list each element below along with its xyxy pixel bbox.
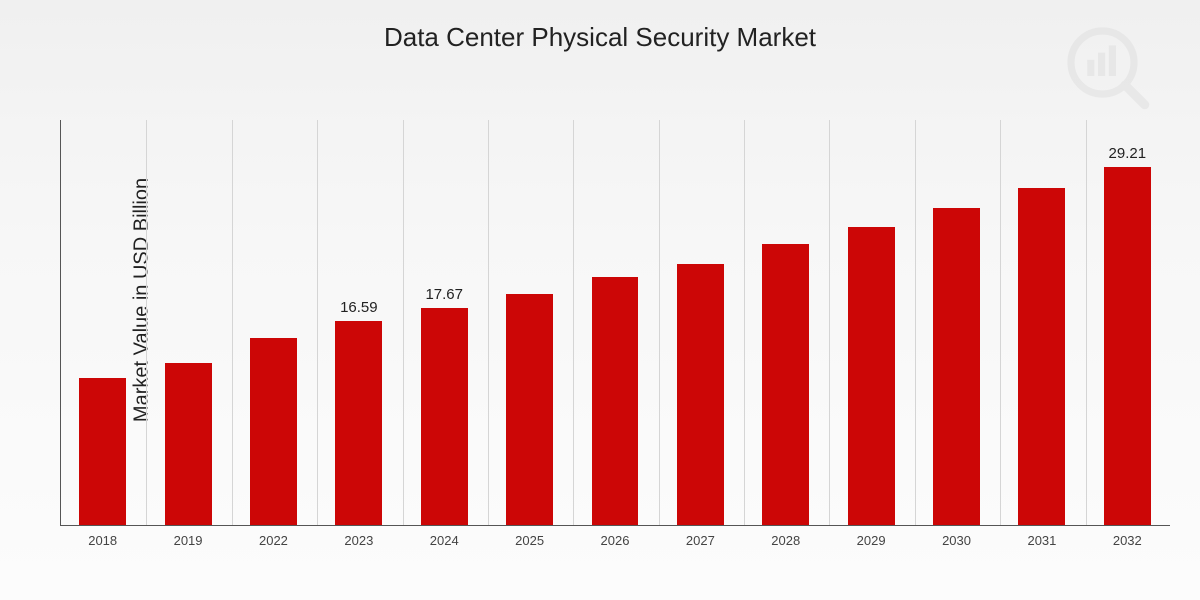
x-tick-label: 2032: [1113, 533, 1142, 548]
bar: [677, 264, 724, 525]
bar: [848, 227, 895, 525]
x-tick-label: 2024: [430, 533, 459, 548]
bar: [250, 338, 297, 525]
x-tick-label: 2023: [344, 533, 373, 548]
x-tick-label: 2031: [1027, 533, 1056, 548]
bar-value-label: 29.21: [1109, 145, 1147, 162]
x-tick-label: 2018: [88, 533, 117, 548]
bar: [762, 244, 809, 525]
bar-value-label: 16.59: [340, 299, 378, 316]
chart-title: Data Center Physical Security Market: [0, 22, 1200, 53]
x-tick-label: 2026: [601, 533, 630, 548]
bar: [506, 294, 553, 525]
x-tick-label: 2027: [686, 533, 715, 548]
bars-container: [60, 120, 1170, 525]
bar: [165, 363, 212, 525]
x-tick-label: 2025: [515, 533, 544, 548]
watermark-logo-icon: [1062, 22, 1152, 112]
x-tick-label: 2030: [942, 533, 971, 548]
x-tick-label: 2029: [857, 533, 886, 548]
bar: [592, 277, 639, 525]
bar: [933, 208, 980, 525]
x-tick-label: 2022: [259, 533, 288, 548]
bar: [335, 321, 382, 525]
bar-value-label: 17.67: [425, 286, 463, 303]
bar: [421, 308, 468, 525]
bar: [79, 378, 126, 525]
x-axis-line: [60, 525, 1170, 526]
x-tick-label: 2019: [174, 533, 203, 548]
x-tick-label: 2028: [771, 533, 800, 548]
bar: [1018, 188, 1065, 526]
bar: [1104, 167, 1151, 525]
